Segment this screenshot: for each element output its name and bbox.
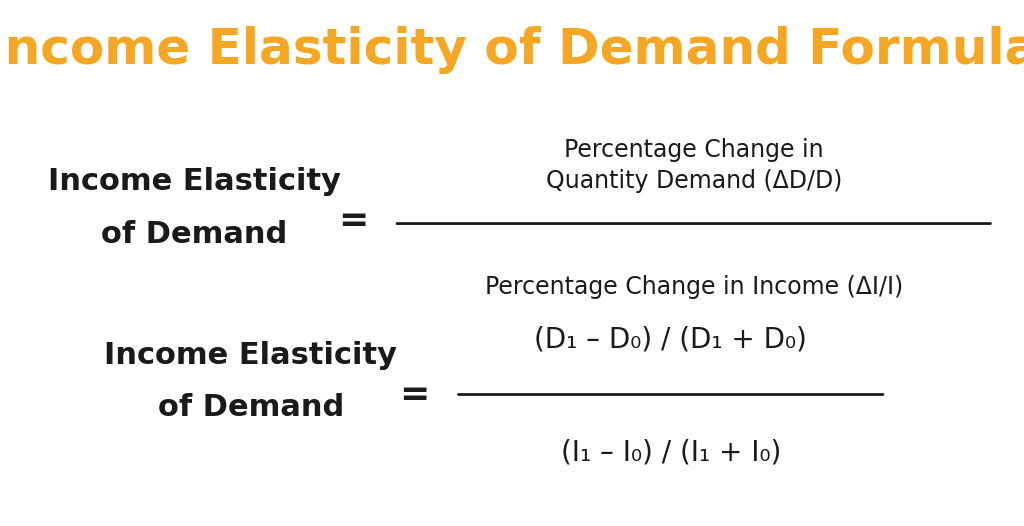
Text: Percentage Change in
Quantity Demand (ΔD/D): Percentage Change in Quantity Demand (ΔD…	[546, 138, 842, 194]
Text: (I₁ – I₀) / (I₁ + I₀): (I₁ – I₀) / (I₁ + I₀)	[560, 438, 781, 467]
Text: of Demand: of Demand	[101, 219, 288, 249]
Text: (D₁ – D₀) / (D₁ + D₀): (D₁ – D₀) / (D₁ + D₀)	[535, 325, 807, 353]
Text: =: =	[338, 204, 369, 238]
Text: Income Elasticity of Demand Formula: Income Elasticity of Demand Formula	[0, 26, 1024, 74]
Text: of Demand: of Demand	[158, 393, 344, 422]
Text: =: =	[399, 378, 430, 411]
Text: Income Elasticity: Income Elasticity	[48, 167, 341, 196]
Text: Income Elasticity: Income Elasticity	[104, 340, 397, 370]
Text: Percentage Change in Income (ΔI/I): Percentage Change in Income (ΔI/I)	[484, 275, 903, 299]
